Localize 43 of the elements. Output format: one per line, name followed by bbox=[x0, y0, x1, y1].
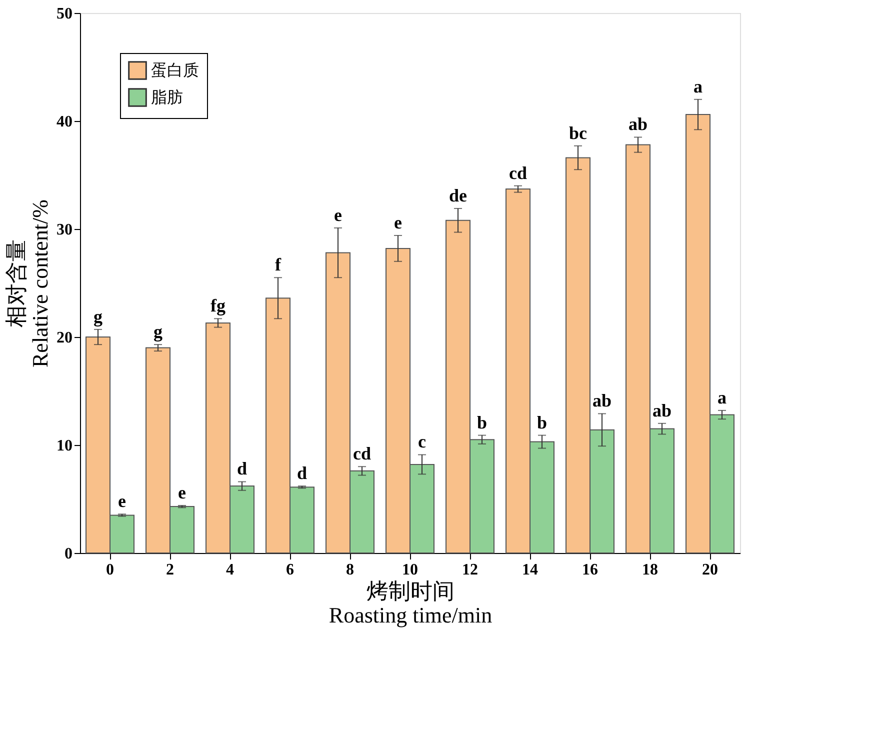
annotation: cd bbox=[353, 444, 371, 464]
x-tick-label: 20 bbox=[702, 562, 718, 578]
annotation: e bbox=[118, 491, 126, 512]
annotation: ab bbox=[652, 400, 672, 420]
annotation: c bbox=[418, 432, 426, 452]
y-tick-label: 40 bbox=[56, 114, 72, 130]
y-tick-label: 0 bbox=[64, 546, 72, 562]
annotation: d bbox=[236, 458, 248, 479]
y-tick-label: 10 bbox=[56, 438, 72, 454]
x-tick-label: 8 bbox=[346, 562, 354, 578]
x-tick-label: 12 bbox=[462, 562, 478, 578]
y-axis-title: 相对含量 Relative content/% bbox=[4, 200, 52, 368]
x-axis-title: 烤制时间 Roasting time/min bbox=[328, 578, 492, 628]
x-tick-label: 14 bbox=[522, 562, 538, 578]
annotation: cd bbox=[509, 162, 527, 183]
annotation: a bbox=[694, 76, 702, 96]
annotation: e bbox=[334, 204, 342, 225]
x-tick-label: 6 bbox=[286, 562, 294, 578]
legend-label: 脂肪 bbox=[151, 88, 183, 106]
annotation: a bbox=[718, 387, 726, 408]
annotation: ab bbox=[628, 114, 648, 134]
annotation: bc bbox=[569, 122, 588, 143]
annotation: d bbox=[296, 463, 308, 484]
y-tick-label: 30 bbox=[56, 222, 72, 238]
annotation: fg bbox=[210, 296, 226, 316]
y-tick-label: 50 bbox=[56, 6, 72, 22]
x-tick-label: 4 bbox=[226, 562, 234, 578]
x-tick-label: 16 bbox=[582, 562, 598, 578]
x-tick-label: 0 bbox=[106, 562, 114, 578]
x-tick-label: 10 bbox=[402, 562, 418, 578]
x-tick-label: 2 bbox=[166, 562, 174, 578]
annotation: g bbox=[154, 322, 162, 342]
legend-label: 蛋白质 bbox=[151, 62, 199, 80]
y-tick-label: 20 bbox=[56, 330, 72, 346]
annotation: b bbox=[476, 412, 488, 432]
annotation: e bbox=[178, 482, 186, 502]
annotation: b bbox=[536, 412, 548, 432]
annotation: f bbox=[275, 254, 282, 275]
annotation: g bbox=[94, 306, 102, 326]
annotation: ab bbox=[592, 390, 612, 411]
x-tick-label: 18 bbox=[642, 562, 658, 578]
annotation: de bbox=[449, 185, 468, 206]
annotation: e bbox=[394, 212, 402, 232]
